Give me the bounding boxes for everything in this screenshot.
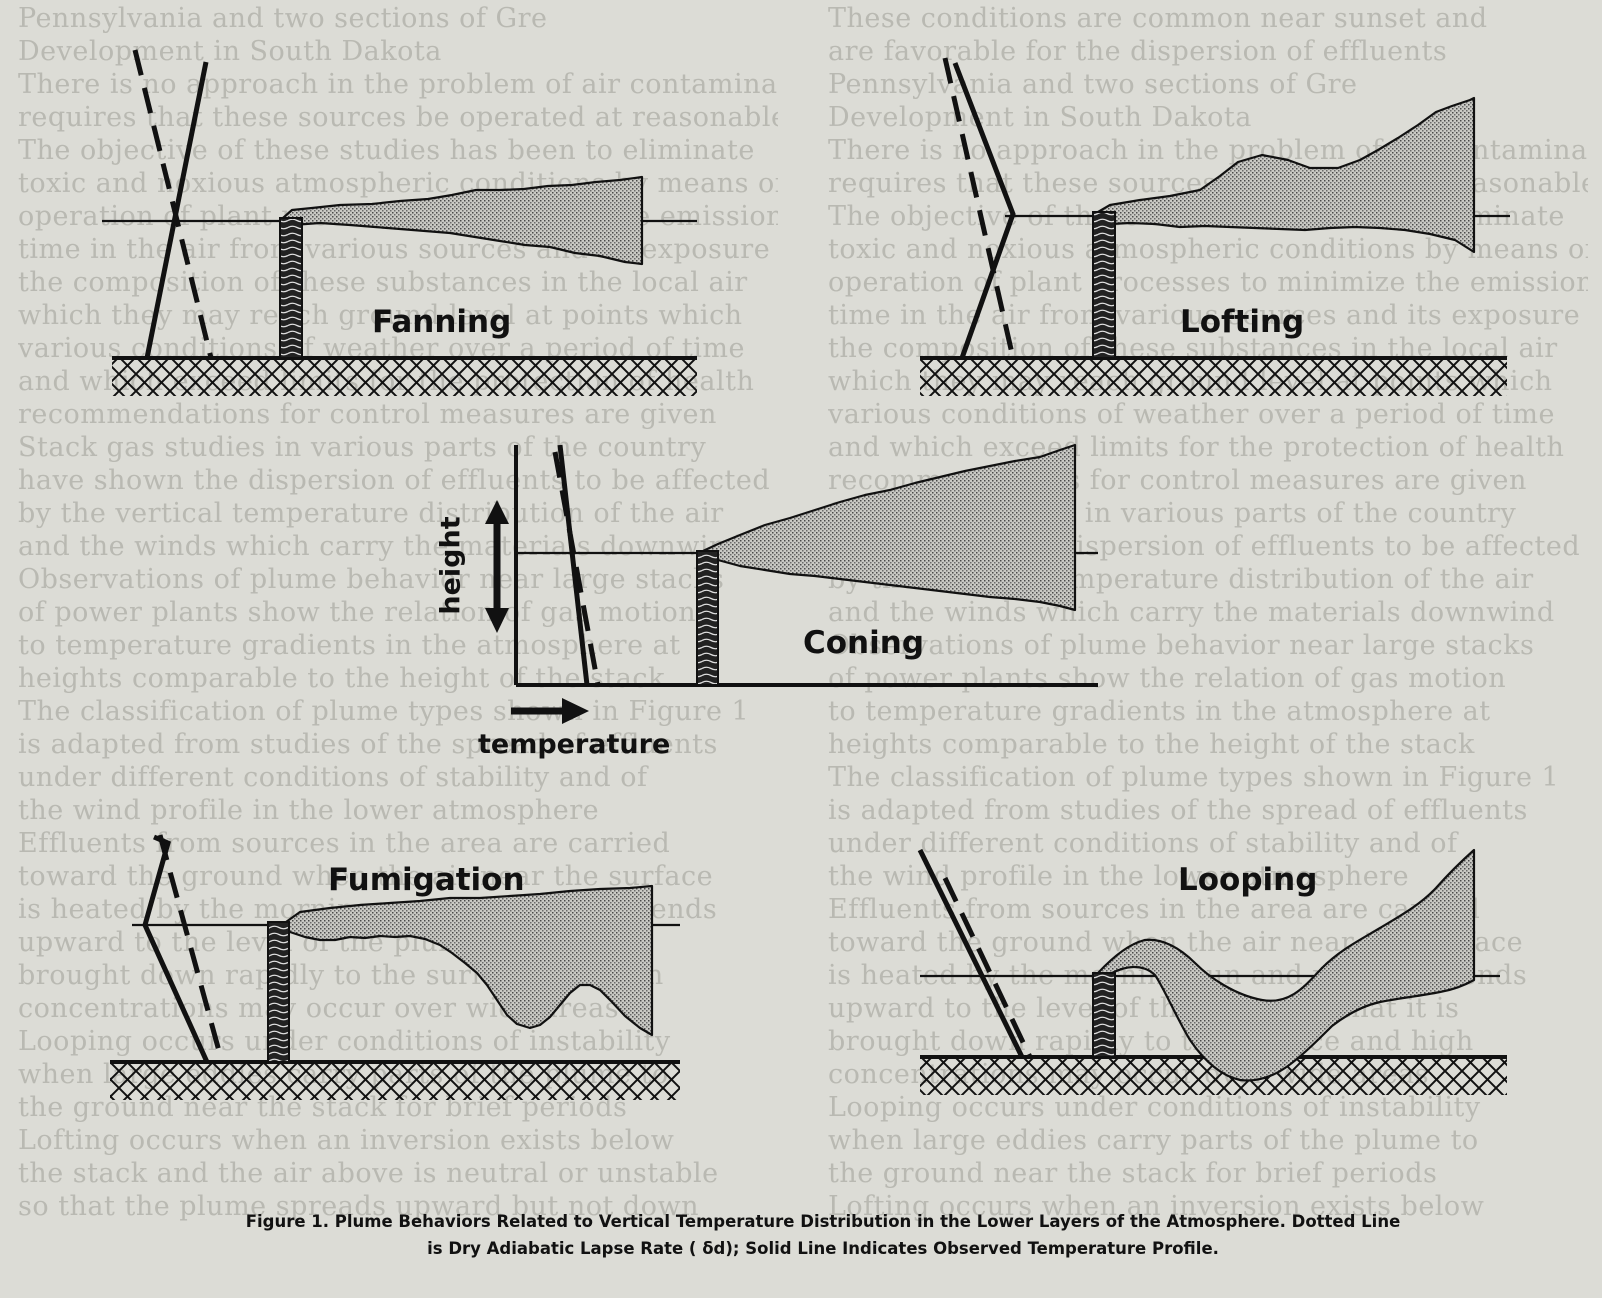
smokestack [696, 550, 719, 686]
background-text-line: requires that these sources be operated … [18, 102, 778, 133]
observed-temperature-profile [142, 834, 210, 1064]
background-text-line: and which exceed limits for the protecti… [828, 432, 1565, 463]
background-text-line: The objective of these studies has been … [18, 135, 755, 166]
observed-temperature-profile [952, 62, 1016, 359]
background-text-line: is adapted from studies of the spread of… [18, 729, 718, 760]
background-text-line: time in the air from various sources and… [18, 234, 771, 265]
background-text-line: by the vertical temperature distribution… [18, 498, 724, 529]
background-text-line: are favorable for the dispersion of effl… [828, 36, 1448, 67]
background-text-line: Observations of plume behavior near larg… [18, 564, 725, 595]
observed-temperature-profile [144, 61, 209, 359]
smokestack [267, 921, 290, 1063]
background-text-line: Pennsylvania and two sections of Gre [18, 3, 548, 34]
coning-label: Coning [803, 625, 925, 661]
background-text-line: These conditions are common near sunset … [828, 3, 1488, 34]
background-text-line: Pennsylvania and two sections of Gre [828, 69, 1358, 100]
observed-temperature-profile [917, 848, 1025, 1059]
background-text-line: recommendations for control measures are… [18, 399, 717, 430]
smokestack [279, 217, 303, 359]
ground-hatch [110, 1062, 680, 1100]
background-text-line: The classification of plume types shown … [18, 696, 750, 727]
figure-caption: Figure 1. Plume Behaviors Related to Ver… [128, 1208, 1518, 1262]
background-text-line: Looping occurs under conditions of insta… [18, 1026, 671, 1057]
lofting-label: Lofting [1180, 304, 1305, 340]
coning-panel [485, 443, 1098, 724]
background-text-line: the ground near the stack for brief peri… [828, 1158, 1438, 1189]
background-text-line: when large eddies carry parts of the plu… [828, 1125, 1479, 1156]
background-text-line: Observations of plume behavior near larg… [828, 630, 1535, 661]
dry-adiabatic-lapse-line [942, 876, 1033, 1059]
background-text-line: Effluents from sources in the area are c… [18, 828, 671, 859]
fumigation-label: Fumigation [328, 862, 525, 898]
dry-adiabatic-lapse-line [132, 49, 214, 359]
background-text-line: time in the air from various sources and… [828, 300, 1581, 331]
background-text-line: under different conditions of stability … [828, 828, 1458, 859]
lofting-panel [920, 57, 1510, 396]
background-text-line: Development in South Dakota [828, 102, 1252, 133]
height-axis-label: height [435, 516, 467, 615]
background-text-line: to temperature gradients in the atmosphe… [828, 696, 1491, 727]
height-arrow-icon [485, 500, 509, 633]
smokestack [1092, 211, 1116, 359]
background-text-line: the stack and the air above is neutral o… [18, 1158, 719, 1189]
fumigation-panel [110, 834, 680, 1100]
background-text-line: heights comparable to the height of the … [18, 663, 665, 694]
background-text-line: brought down rapidly to the surface and … [828, 1026, 1474, 1057]
background-text-line: Development in South Dakota [18, 36, 442, 67]
background-text-line: is adapted from studies of the spread of… [828, 795, 1528, 826]
fanning-panel [102, 49, 697, 396]
background-text-line: heights comparable to the height of the … [828, 729, 1475, 760]
temperature-axis-label: temperature [478, 729, 671, 760]
observed-temperature-profile [557, 444, 590, 686]
background-text-line: so that the plume spreads upward but not… [18, 1191, 699, 1222]
background-text-line: which they may reach ground level at poi… [18, 300, 743, 331]
dry-adiabatic-lapse-line [157, 834, 225, 1063]
temperature-arrow-icon [511, 698, 589, 724]
background-text-line: Stack gas studies in various parts of th… [18, 432, 707, 463]
background-text-line: and the winds which carry the materials … [18, 531, 745, 562]
plume [1096, 848, 1476, 1082]
background-text-line: Effluents from sources in the area are c… [828, 894, 1481, 925]
plume [1096, 96, 1476, 254]
ground-hatch [920, 358, 1507, 396]
background-text-line: toxic and noxious atmospheric conditions… [18, 168, 778, 199]
plume [701, 443, 1077, 612]
looping-panel [917, 848, 1507, 1095]
background-text-line: of power plants show the relation of gas… [828, 663, 1507, 694]
background-text-line: the wind profile in the lower atmosphere [18, 795, 600, 826]
background-text-line: The classification of plume types shown … [828, 762, 1560, 793]
smokestack [1092, 972, 1116, 1058]
plume [281, 175, 644, 266]
ground-hatch [112, 358, 697, 396]
background-text-line: Looping occurs under conditions of insta… [828, 1092, 1481, 1123]
background-text-line: under different conditions of stability … [18, 762, 648, 793]
looping-label: Looping [1178, 862, 1318, 898]
background-text-line: and the winds which carry the materials … [828, 597, 1555, 628]
background-text-line: have shown the dispersion of effluents t… [18, 465, 771, 496]
caption-line-2: is Dry Adiabatic Lapse Rate ( δd); Solid… [427, 1239, 1219, 1258]
background-text-line: the composition of these substances in t… [18, 267, 748, 298]
caption-line-1: Figure 1. Plume Behaviors Related to Ver… [245, 1212, 1401, 1231]
background-text-line: various conditions of weather over a per… [828, 399, 1555, 430]
background-text-line: operation of plant processes to minimize… [828, 267, 1588, 298]
background-text-line: Lofting occurs when an inversion exists … [18, 1125, 675, 1156]
dry-adiabatic-lapse-line [552, 451, 601, 686]
plume [284, 884, 654, 1037]
fanning-label: Fanning [372, 304, 512, 340]
background-text-line: the wind profile in the lower atmosphere [828, 861, 1410, 892]
dry-adiabatic-lapse-line [942, 57, 1016, 359]
background-text-line: toward the ground when the air near the … [18, 861, 714, 892]
background-text-line: Lofting occurs when an inversion exists … [828, 1191, 1485, 1222]
background-text-line: to temperature gradients in the atmosphe… [18, 630, 681, 661]
